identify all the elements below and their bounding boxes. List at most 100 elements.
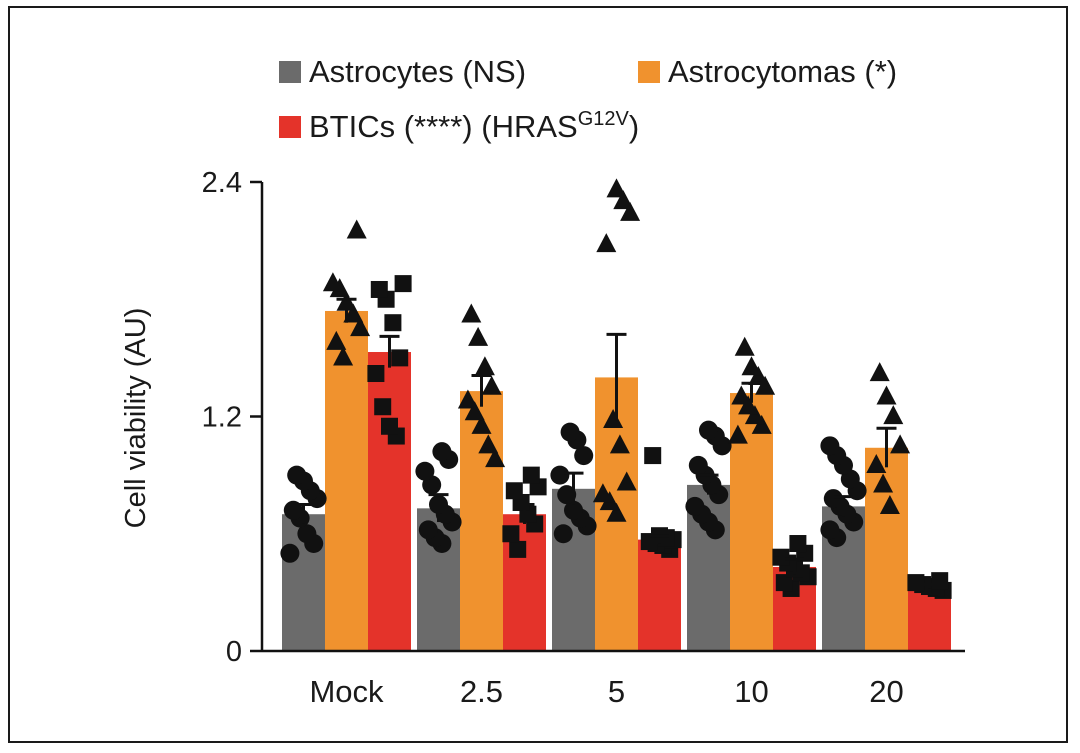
point-s1-3-7 [741, 356, 762, 376]
point-s1-2-4 [609, 434, 630, 454]
figure-frame [8, 6, 1068, 743]
point-s2-0-3 [367, 365, 385, 383]
point-s1-2-9 [606, 178, 627, 198]
point-s0-2-6 [574, 446, 594, 466]
point-s0-1-9 [432, 442, 452, 462]
x-tick-label-3: 10 [734, 674, 768, 709]
point-s0-2-4 [557, 485, 577, 505]
point-s1-2-2 [592, 483, 613, 503]
point-s1-3-6 [748, 366, 769, 386]
point-s0-3-3 [685, 496, 705, 516]
point-s0-4-1 [820, 520, 840, 540]
chart-legend: Astrocytes (NS) Astrocytomas (*) BTICs (**… [279, 54, 897, 144]
point-s1-3-5 [755, 375, 776, 395]
point-s0-2-0 [553, 524, 573, 544]
point-s1-4-2 [866, 453, 887, 473]
x-tick-label-1: 2.5 [460, 674, 503, 709]
point-s0-2-3 [564, 500, 583, 520]
point-s2-4-5 [931, 572, 949, 590]
point-s1-1-2 [471, 414, 492, 434]
point-s0-1-7 [415, 461, 435, 481]
legend-label-2: BTICs (****) (HRASG12V) [309, 108, 639, 144]
point-s1-2-5 [603, 409, 624, 429]
y-tick-label-2: 2.4 [202, 167, 242, 199]
point-s0-2-5 [550, 465, 570, 485]
bar-s1-4 [865, 447, 908, 651]
legend-label-0: Astrocytes (NS) [309, 54, 526, 89]
point-s2-0-5 [384, 314, 402, 332]
point-s2-0-2 [374, 398, 392, 416]
point-s1-4-3 [890, 434, 911, 454]
y-tick-label-0: 0 [226, 636, 242, 668]
point-s1-0-0 [333, 346, 354, 366]
bar-s1-0 [325, 310, 368, 651]
legend-swatch-1 [638, 61, 660, 83]
bars-layer [282, 310, 951, 651]
point-s2-0-7 [370, 280, 388, 298]
point-s1-4-1 [873, 473, 894, 493]
point-s2-4-4 [907, 574, 925, 592]
bar-s2-2 [638, 539, 681, 651]
point-s1-4-4 [883, 405, 904, 425]
axes-layer: 0 1.2 2.4 Mock 2.5 5 10 20 [202, 167, 965, 709]
legend-swatch-0 [279, 61, 301, 83]
point-s1-1-1 [478, 434, 499, 454]
point-s1-3-8 [734, 336, 755, 356]
point-s0-0-2 [297, 524, 317, 544]
point-s2-1-5 [505, 482, 523, 500]
point-s1-4-5 [876, 385, 897, 405]
x-tick-label-2: 5 [608, 674, 625, 709]
legend-swatch-2 [279, 116, 301, 138]
error-bars-layer [293, 297, 940, 589]
bar-s1-1 [460, 391, 503, 651]
point-s1-0-3 [343, 303, 364, 323]
point-s1-0-1 [326, 330, 347, 350]
point-s2-1-0 [509, 540, 527, 558]
point-s1-3-3 [738, 395, 759, 415]
point-s1-2-7 [620, 201, 641, 221]
point-s1-2-3 [616, 471, 637, 491]
bar-s2-0 [368, 352, 411, 651]
point-s1-0-6 [322, 272, 343, 292]
point-s1-1-8 [461, 303, 482, 323]
point-s2-0-8 [394, 275, 412, 293]
point-s1-2-6 [596, 233, 617, 253]
legend-label-1: Astrocytomas (*) [668, 54, 897, 89]
y-axis-label: Cell viability (AU) [120, 308, 152, 529]
point-s2-1-1 [502, 525, 520, 543]
point-s1-4-0 [879, 494, 900, 514]
point-s2-3-8 [789, 535, 807, 553]
point-s1-3-1 [751, 414, 772, 434]
point-s1-1-4 [457, 389, 478, 409]
y-tick-label-1: 1.2 [202, 402, 242, 434]
point-s1-4-6 [869, 362, 890, 382]
x-tick-label-4: 20 [869, 674, 903, 709]
point-s1-3-0 [727, 424, 748, 444]
point-s2-0-4 [391, 349, 409, 367]
point-s1-0-2 [350, 317, 371, 337]
point-s0-4-10 [820, 436, 840, 456]
point-s0-3-7 [688, 455, 708, 475]
point-s1-1-0 [485, 448, 506, 468]
point-s1-0-7 [346, 219, 367, 239]
point-s2-3-1 [775, 574, 793, 592]
point-s1-3-4 [731, 385, 752, 405]
point-s2-2-7 [644, 447, 662, 465]
point-s0-4-5 [823, 489, 843, 509]
point-s0-0-8 [287, 465, 307, 485]
point-s2-1-7 [522, 466, 540, 484]
point-s1-1-6 [474, 356, 495, 376]
point-s1-1-3 [464, 401, 485, 421]
point-s0-1-2 [418, 520, 438, 540]
point-s0-0-0 [280, 543, 300, 563]
point-s1-2-8 [613, 190, 634, 210]
point-s1-2-0 [606, 502, 627, 522]
point-s2-3-6 [772, 548, 790, 566]
point-s1-1-5 [481, 375, 502, 395]
point-s0-3-10 [699, 420, 718, 440]
point-s1-1-7 [468, 326, 489, 346]
point-s2-0-1 [381, 417, 398, 435]
point-s0-2-8 [560, 422, 580, 442]
x-tick-label-0: Mock [309, 674, 384, 709]
